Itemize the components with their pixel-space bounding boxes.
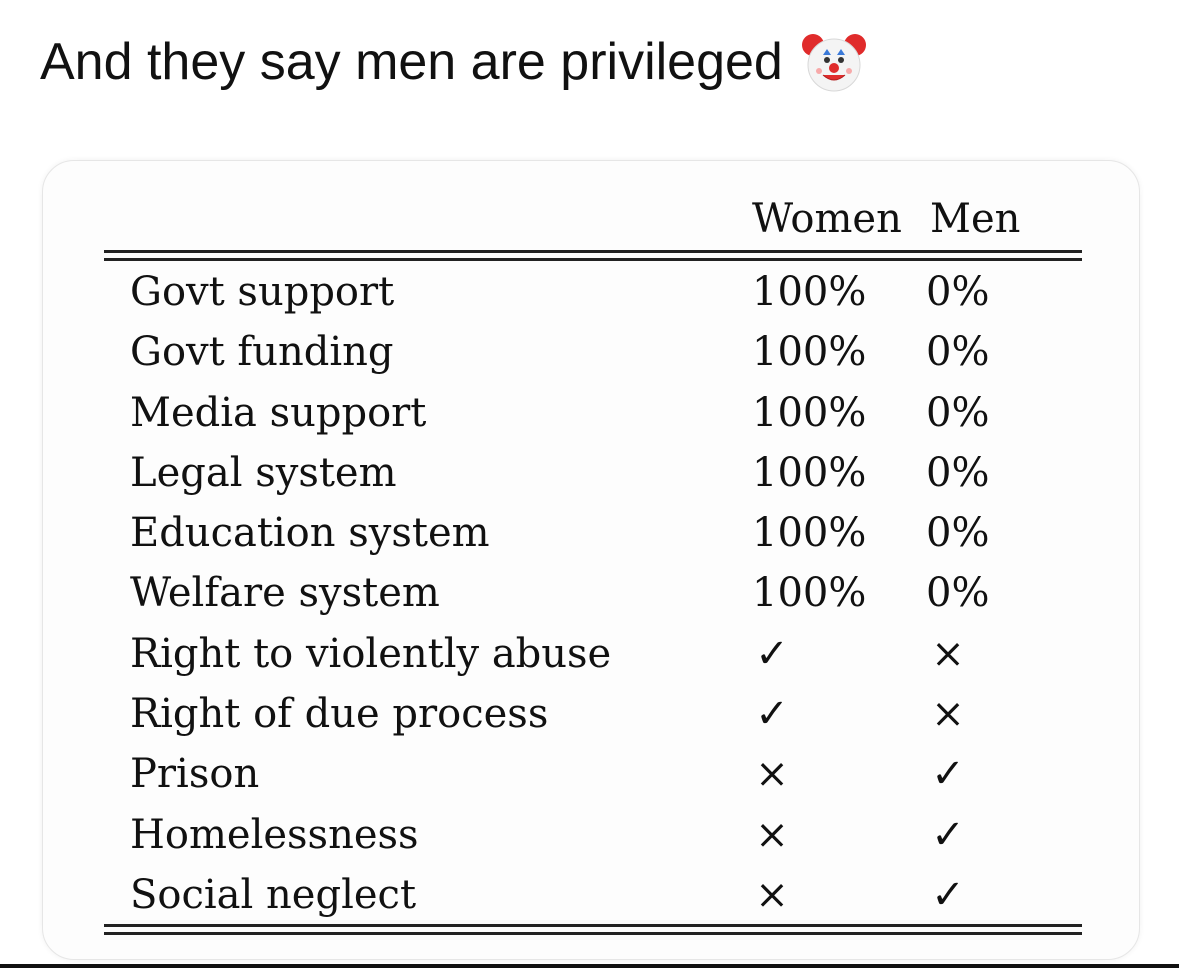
header-rule-bottom (104, 258, 1082, 261)
men-value: 0% (926, 269, 990, 315)
women-value: × (755, 811, 789, 858)
table-body: Govt support 100% 0% Govt funding 100% 0% Medi… (0, 262, 1179, 925)
women-value: × (755, 751, 789, 798)
row-label: Right of due process (130, 691, 549, 738)
row-label: Govt support (130, 269, 395, 315)
table-row: Social neglect × ✓ (0, 865, 1179, 925)
column-header-men: Men (930, 196, 1021, 242)
women-value: 100% (752, 269, 867, 315)
row-label: Legal system (130, 449, 397, 496)
women-value: × (755, 871, 789, 918)
men-value: 0% (926, 510, 990, 557)
table-row: Homelessness × ✓ (0, 805, 1179, 865)
footer-rule-top (104, 924, 1082, 927)
row-label: Education system (130, 510, 490, 557)
bottom-divider (0, 964, 1179, 968)
row-label: Govt funding (130, 329, 394, 376)
column-header-women: Women (752, 196, 902, 242)
footer-rule-bottom (104, 932, 1082, 935)
row-label: Media support (130, 389, 427, 436)
men-value: 0% (926, 389, 990, 436)
header-rule-top (104, 250, 1082, 253)
table-row: Education system 100% 0% (0, 503, 1179, 563)
table-row: Welfare system 100% 0% (0, 563, 1179, 623)
row-label: Homelessness (130, 811, 419, 858)
women-value: ✓ (755, 630, 789, 677)
men-value: 0% (926, 329, 990, 376)
table-row: Govt support 100% 0% (0, 262, 1179, 322)
row-label: Prison (130, 751, 260, 798)
row-label: Welfare system (130, 570, 440, 617)
women-value: ✓ (755, 691, 789, 738)
women-value: 100% (752, 510, 867, 557)
table-row: Right of due process ✓ × (0, 684, 1179, 744)
men-value: × (931, 630, 965, 677)
women-value: 100% (752, 449, 867, 496)
table-row: Right to violently abuse ✓ × (0, 624, 1179, 684)
women-value: 100% (752, 389, 867, 436)
men-value: × (931, 691, 965, 738)
women-value: 100% (752, 329, 867, 376)
row-label: Social neglect (130, 871, 417, 918)
men-value: 0% (926, 449, 990, 496)
women-value: 100% (752, 570, 867, 617)
clown-face-icon (801, 34, 866, 92)
men-value: ✓ (931, 811, 965, 858)
men-value: 0% (926, 570, 990, 617)
table-row: Prison × ✓ (0, 744, 1179, 804)
post-title: And they say men are privileged (40, 22, 867, 102)
table-card (42, 160, 1140, 960)
table-row: Govt funding 100% 0% (0, 322, 1179, 382)
post-title-text: And they say men are privileged (40, 33, 783, 91)
men-value: ✓ (931, 871, 965, 918)
row-label: Right to violently abuse (130, 630, 612, 677)
table-row: Media support 100% 0% (0, 383, 1179, 443)
table-row: Legal system 100% 0% (0, 443, 1179, 503)
men-value: ✓ (931, 751, 965, 798)
